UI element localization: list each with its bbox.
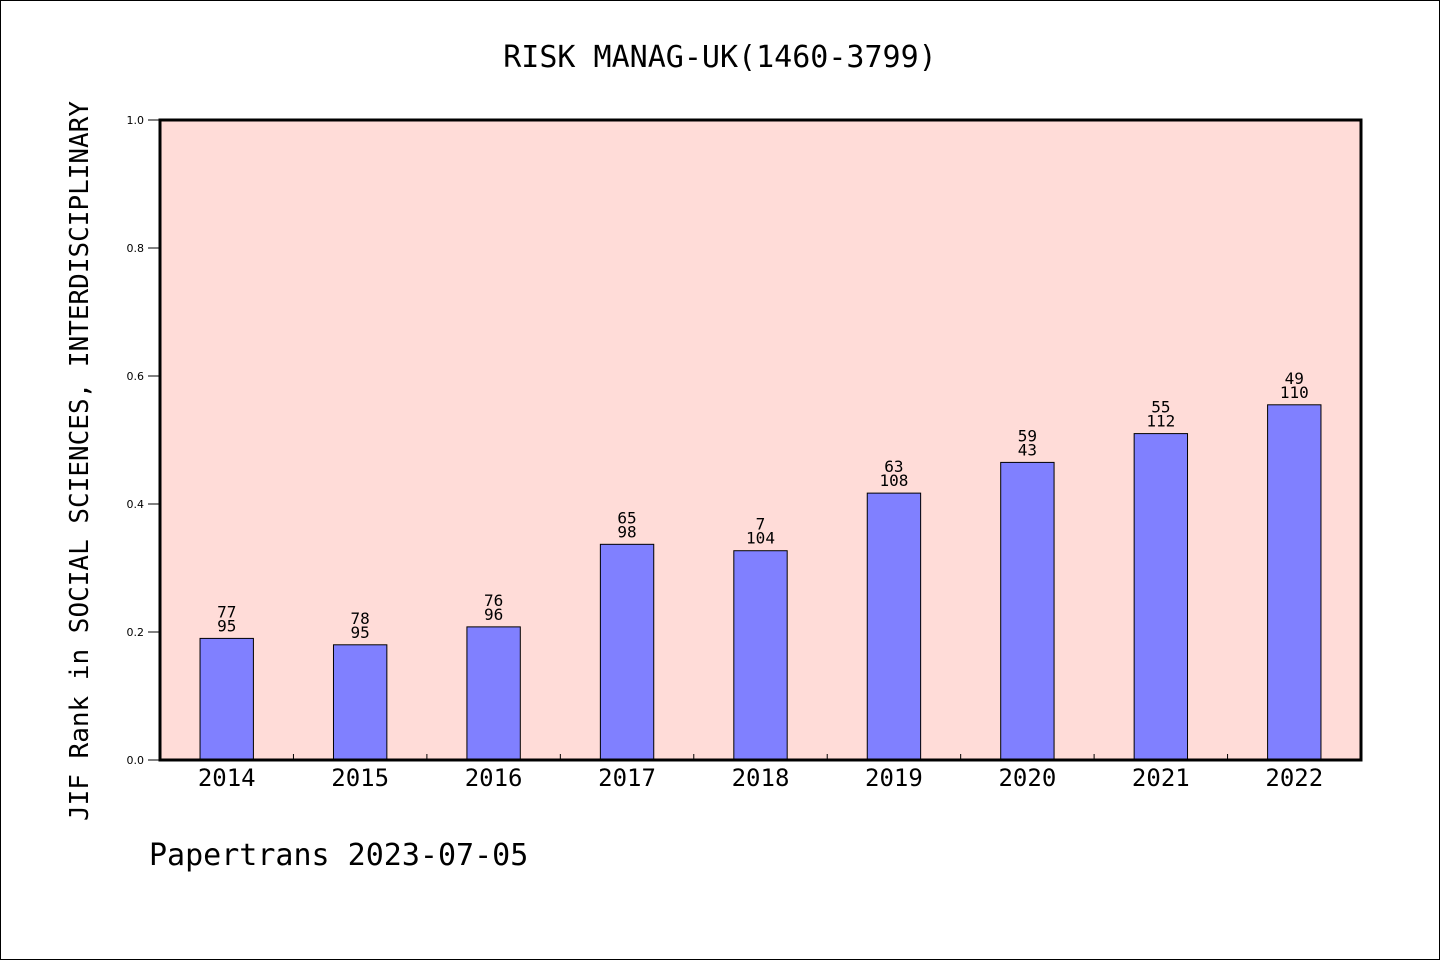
y-tick-label: 0.0 (127, 754, 145, 767)
bar-2022 (1267, 404, 1322, 761)
bar-2019 (866, 492, 922, 761)
bar-2014 (199, 637, 254, 761)
y-axis-ticks: 0.0 0.2 0.4 0.6 0.8 1.0 (127, 114, 160, 767)
bar-label-bottom: 43 (1018, 440, 1037, 459)
bars (199, 404, 1322, 761)
y-tick-label: 0.6 (127, 370, 145, 383)
bar-2017 (599, 543, 655, 761)
bar-label-bottom: 104 (746, 529, 775, 548)
footer-credit: Papertrans 2023-07-05 (149, 838, 528, 873)
bar-label-bottom: 110 (1280, 383, 1309, 402)
bar-2016 (466, 626, 521, 761)
bar-label-top: 77 (217, 602, 236, 621)
chart-title: RISK MANAG-UK(1460-3799) (503, 40, 936, 75)
y-tick-label: 0.4 (127, 498, 145, 511)
y-tick-label: 0.2 (127, 626, 145, 639)
bar-label-bottom: 95 (351, 623, 370, 642)
category-labels: 2014 2015 2016 2017 2018 2019 2020 2021 2022 (198, 764, 1323, 792)
bar-label-top: 59 (1018, 426, 1037, 445)
bar-label-bottom: 108 (879, 471, 908, 490)
y-tick-label: 1.0 (127, 114, 145, 127)
bar-label-top: 49 (1285, 369, 1304, 388)
category-label: 2019 (865, 764, 923, 792)
category-label: 2020 (998, 764, 1056, 792)
bar-label-top: 76 (484, 591, 503, 610)
category-label: 2022 (1265, 764, 1323, 792)
bar-2020 (1000, 461, 1055, 761)
bar-label-top: 78 (351, 609, 370, 628)
bar-label-top: 7 (756, 515, 766, 534)
category-label: 2016 (465, 764, 523, 792)
y-axis-label: JIF Rank in SOCIAL SCIENCES, INTERDISCIP… (65, 101, 95, 821)
bar-label-bottom: 112 (1146, 412, 1175, 431)
plot-border (158, 118, 1363, 762)
bar-2018 (733, 550, 788, 761)
bar-2021 (1133, 433, 1189, 761)
bar-label-bottom: 96 (484, 605, 503, 624)
bar-label-bottom: 98 (617, 522, 636, 541)
category-label: 2015 (331, 764, 389, 792)
category-label: 2014 (198, 764, 256, 792)
category-label: 2018 (732, 764, 790, 792)
y-tick-label: 0.8 (127, 242, 145, 255)
bar-2015 (332, 644, 388, 761)
bar-label-bottom: 95 (217, 616, 236, 635)
bar-label-top: 63 (884, 457, 903, 476)
category-label: 2017 (598, 764, 656, 792)
category-label: 2021 (1132, 764, 1190, 792)
bar-label-top: 65 (617, 508, 636, 527)
bar-label-top: 55 (1151, 398, 1170, 417)
